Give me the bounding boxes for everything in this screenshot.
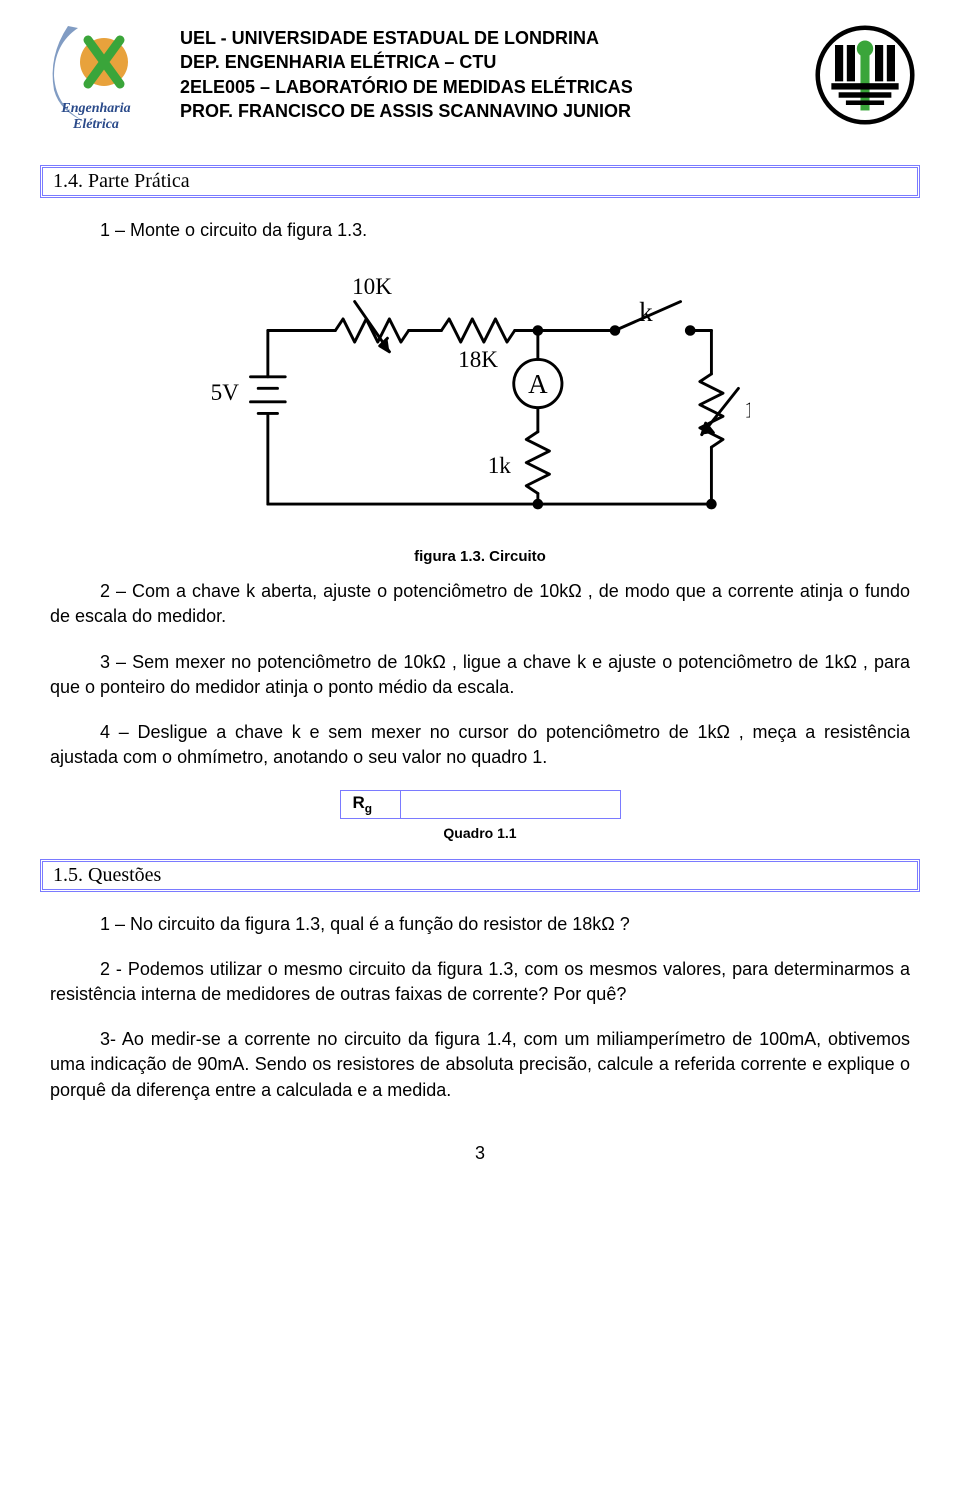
left-logo: Engenharia Elétrica	[40, 20, 170, 135]
svg-text:1k: 1k	[744, 397, 750, 423]
rg-label-cell: Rg	[340, 791, 400, 818]
header-line4: PROF. FRANCISCO DE ASSIS SCANNAVINO JUNI…	[180, 99, 633, 123]
section-14-header: 1.4. Parte Prática	[40, 165, 920, 198]
step-1: 1 – Monte o circuito da figura 1.3.	[50, 218, 910, 243]
step-4: 4 – Desligue a chave k e sem mexer no cu…	[50, 720, 910, 770]
rg-table: Rg	[340, 790, 621, 818]
svg-text:5V: 5V	[211, 380, 240, 406]
step-2: 2 – Com a chave k aberta, ajuste o poten…	[50, 579, 910, 629]
svg-text:Engenharia: Engenharia	[60, 101, 130, 116]
svg-text:18K: 18K	[458, 347, 498, 373]
rg-value-cell	[400, 791, 620, 818]
svg-text:A: A	[528, 369, 548, 399]
question-2: 2 - Podemos utilizar o mesmo circuito da…	[50, 957, 910, 1007]
circuit-figure: 5V 10K 18K k A 1k 1k	[40, 263, 920, 538]
question-3: 3- Ao medir-se a corrente no circuito da…	[50, 1027, 910, 1103]
header-line2: DEP. ENGENHARIA ELÉTRICA – CTU	[180, 50, 633, 74]
question-1: 1 – No circuito da figura 1.3, qual é a …	[50, 912, 910, 937]
header-text: UEL - UNIVERSIDADE ESTADUAL DE LONDRINA …	[180, 20, 633, 123]
quadro-caption: Quadro 1.1	[40, 825, 920, 841]
header-line3: 2ELE005 – LABORATÓRIO DE MEDIDAS ELÉTRIC…	[180, 75, 633, 99]
header-line1: UEL - UNIVERSIDADE ESTADUAL DE LONDRINA	[180, 26, 633, 50]
step-3: 3 – Sem mexer no potenciômetro de 10kΩ ,…	[50, 650, 910, 700]
page-header: Engenharia Elétrica UEL - UNIVERSIDADE E…	[40, 20, 920, 135]
right-logo	[810, 20, 920, 130]
svg-text:1k: 1k	[488, 453, 512, 479]
svg-text:10K: 10K	[352, 274, 392, 300]
figure-caption: figura 1.3. Circuito	[40, 548, 920, 565]
page-number: 3	[40, 1143, 920, 1164]
svg-text:k: k	[639, 297, 653, 327]
svg-text:Elétrica: Elétrica	[72, 117, 119, 132]
section-15-header: 1.5. Questões	[40, 859, 920, 892]
